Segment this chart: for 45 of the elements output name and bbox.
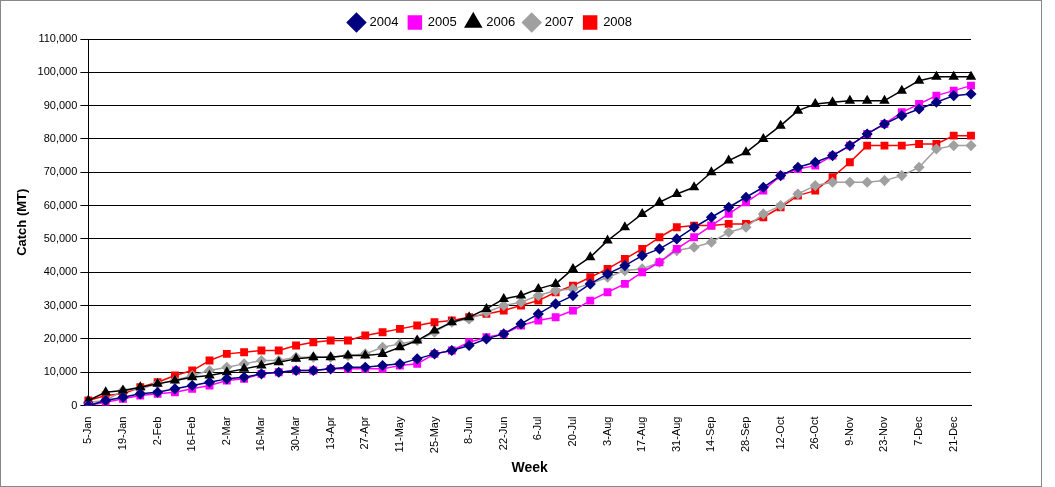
x-tick-label: 23-Nov [877,416,890,452]
y-tick-label: 90,000 [43,98,78,111]
x-tick-label: 9-Nov [842,416,855,446]
x-axis-title: Week [511,459,549,476]
x-tick-label: 16-Feb [185,416,198,452]
y-tick-label: 30,000 [43,298,78,311]
y-tick-label: 70,000 [43,165,78,178]
y-tick-label: 40,000 [43,265,78,278]
x-tick-label: 3-Aug [600,416,613,446]
legend-label: 2006 [486,14,516,30]
x-tick-label: 27-Apr [358,416,371,450]
x-tick-label: 22-Jun [496,416,509,451]
x-tick-label: 5-Jan [81,416,94,445]
x-tick-label: 6-Jul [531,416,544,441]
y-tick-label: 110,000 [38,32,78,45]
y-tick-label: 10,000 [43,365,78,378]
x-tick-label: 21-Dec [946,416,959,452]
y-tick-label: 20,000 [43,331,78,344]
x-tick-label: 13-Apr [323,416,336,450]
x-tick-label: 25-May [427,416,440,454]
x-tick-label: 8-Jun [462,416,475,445]
x-tick-label: 30-Mar [289,416,302,452]
y-axis-title: Catch (MT) [14,188,30,256]
x-tick-label: 26-Oct [808,416,821,450]
x-tick-label: 16-Mar [254,416,267,452]
legend-label: 2004 [369,14,399,30]
x-tick-label: 17-Aug [635,416,648,453]
y-tick-label: 0 [71,398,78,411]
legend-label: 2005 [427,14,457,30]
x-tick-label: 20-Jul [565,416,578,447]
x-tick-label: 31-Aug [669,416,682,453]
y-tick-label: 80,000 [43,131,78,144]
x-tick-label: 11-May [392,416,405,453]
x-tick-label: 2-Feb [150,416,163,446]
x-tick-label: 7-Dec [912,416,925,446]
y-tick-label: 100,000 [37,65,78,78]
legend-label: 2007 [544,14,574,30]
x-tick-label: 28-Sep [739,416,752,453]
x-tick-label: 12-Oct [773,416,786,450]
x-tick-label: 14-Sep [704,416,717,453]
x-tick-label: 2-Mar [219,416,232,446]
y-tick-label: 60,000 [43,198,78,211]
x-tick-label: 19-Jan [116,416,129,451]
y-tick-label: 50,000 [43,231,78,244]
legend-label: 2008 [603,14,633,30]
